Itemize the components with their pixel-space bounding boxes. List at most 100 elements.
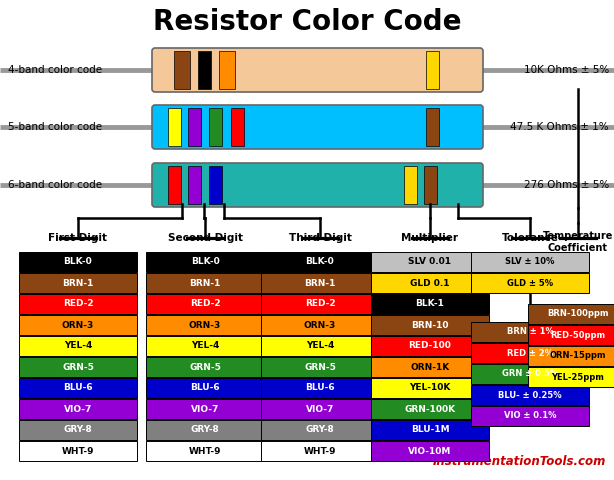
Text: RED-100: RED-100: [408, 341, 451, 350]
Bar: [174, 51, 190, 89]
Text: RED-2: RED-2: [305, 300, 335, 309]
Bar: [230, 108, 244, 146]
Text: BLU- ± 0.25%: BLU- ± 0.25%: [498, 391, 562, 399]
Bar: [528, 367, 614, 387]
Bar: [471, 273, 589, 293]
Text: BRN-1: BRN-1: [189, 278, 220, 288]
Text: Tolerance: Tolerance: [502, 233, 559, 243]
Bar: [19, 336, 137, 356]
Bar: [371, 420, 489, 440]
Bar: [471, 252, 589, 272]
Text: Multiplier: Multiplier: [402, 233, 459, 243]
Text: YEL-10K: YEL-10K: [410, 384, 451, 393]
Text: Resistor Color Code: Resistor Color Code: [153, 8, 461, 36]
Text: 47.5 K Ohms ± 1%: 47.5 K Ohms ± 1%: [510, 122, 609, 132]
Bar: [471, 385, 589, 405]
Text: Coefficient: Coefficient: [548, 243, 608, 253]
Bar: [146, 441, 264, 461]
Bar: [146, 315, 264, 335]
Text: GRY-8: GRY-8: [306, 425, 335, 434]
Text: BRN-1: BRN-1: [305, 278, 336, 288]
Bar: [261, 357, 379, 377]
Bar: [371, 273, 489, 293]
Bar: [371, 252, 489, 272]
FancyBboxPatch shape: [152, 105, 483, 149]
Text: YEL-4: YEL-4: [64, 341, 92, 350]
Bar: [528, 346, 614, 366]
Text: SLV 0.01: SLV 0.01: [408, 257, 451, 266]
Text: BLU-6: BLU-6: [190, 384, 220, 393]
Text: VIO-7: VIO-7: [191, 405, 219, 413]
Text: BLU-6: BLU-6: [305, 384, 335, 393]
Text: GRN-5: GRN-5: [304, 362, 336, 372]
Bar: [146, 336, 264, 356]
Bar: [19, 378, 137, 398]
Text: SLV ± 10%: SLV ± 10%: [505, 257, 554, 266]
Text: GLD ± 5%: GLD ± 5%: [507, 278, 553, 288]
Text: ORN-15ppm: ORN-15ppm: [550, 351, 606, 360]
Text: WHT-9: WHT-9: [188, 446, 221, 456]
Bar: [19, 399, 137, 419]
Bar: [261, 420, 379, 440]
Text: BLK-0: BLK-0: [306, 257, 335, 266]
Text: GRN ± 0.5%: GRN ± 0.5%: [502, 370, 558, 379]
Text: YEL-4: YEL-4: [306, 341, 334, 350]
Text: BLK-1: BLK-1: [416, 300, 445, 309]
FancyBboxPatch shape: [152, 48, 483, 92]
Bar: [168, 166, 181, 204]
Text: GRN-100K: GRN-100K: [405, 405, 456, 413]
Text: BRN-1: BRN-1: [62, 278, 94, 288]
Bar: [209, 166, 222, 204]
Bar: [19, 315, 137, 335]
Bar: [146, 294, 264, 314]
Text: RED-50ppm: RED-50ppm: [550, 331, 605, 339]
Bar: [187, 166, 201, 204]
Text: BLK-0: BLK-0: [190, 257, 219, 266]
Text: VIO ± 0.1%: VIO ± 0.1%: [503, 411, 556, 420]
FancyBboxPatch shape: [152, 163, 483, 207]
Text: GRN-5: GRN-5: [62, 362, 94, 372]
Bar: [19, 252, 137, 272]
Bar: [198, 51, 211, 89]
Bar: [261, 315, 379, 335]
Text: VIO-7: VIO-7: [306, 405, 334, 413]
Bar: [471, 343, 589, 363]
Bar: [426, 108, 438, 146]
Text: ORN-3: ORN-3: [189, 321, 221, 329]
Bar: [371, 357, 489, 377]
Bar: [261, 399, 379, 419]
Text: ORN-3: ORN-3: [62, 321, 94, 329]
Bar: [19, 357, 137, 377]
Bar: [528, 304, 614, 324]
Text: BRN-10: BRN-10: [411, 321, 449, 329]
Bar: [471, 322, 589, 342]
Bar: [261, 336, 379, 356]
Bar: [371, 336, 489, 356]
Text: WHT-9: WHT-9: [62, 446, 95, 456]
Bar: [261, 441, 379, 461]
Text: 276 Ohms ± 5%: 276 Ohms ± 5%: [524, 180, 609, 190]
Bar: [261, 252, 379, 272]
Text: Third Digit: Third Digit: [289, 233, 351, 243]
Text: GRN-5: GRN-5: [189, 362, 221, 372]
Bar: [187, 108, 201, 146]
Text: ORN-1K: ORN-1K: [410, 362, 449, 372]
Bar: [146, 399, 264, 419]
Text: 5-band color code: 5-band color code: [8, 122, 102, 132]
Bar: [146, 378, 264, 398]
Text: GRY-8: GRY-8: [64, 425, 92, 434]
Text: YEL-25ppm: YEL-25ppm: [551, 372, 604, 382]
Text: Temperature: Temperature: [543, 231, 613, 241]
Text: GRY-8: GRY-8: [190, 425, 219, 434]
Bar: [426, 51, 438, 89]
Bar: [219, 51, 235, 89]
Text: RED-2: RED-2: [190, 300, 220, 309]
Bar: [168, 108, 181, 146]
Text: 4-band color code: 4-band color code: [8, 65, 102, 75]
Text: Second Digit: Second Digit: [168, 233, 243, 243]
Text: First Digit: First Digit: [49, 233, 107, 243]
Text: VIO-7: VIO-7: [64, 405, 92, 413]
Text: BLK-0: BLK-0: [64, 257, 92, 266]
Bar: [261, 294, 379, 314]
Text: RED ± 2%: RED ± 2%: [507, 348, 553, 358]
